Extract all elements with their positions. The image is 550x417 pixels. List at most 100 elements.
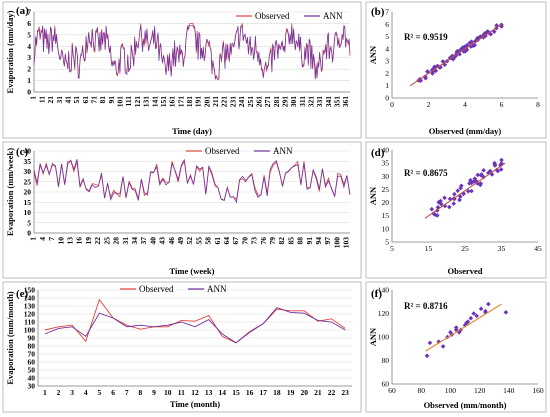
scatter-point xyxy=(442,195,447,201)
x-tick-label: 52 xyxy=(185,237,194,245)
y-tick-label: 20 xyxy=(24,188,32,197)
x-tick-label: 22 xyxy=(328,388,336,397)
scatter-point xyxy=(478,306,484,312)
x-tick-label: 241 xyxy=(237,96,246,108)
x-tick-label: 101 xyxy=(116,96,125,108)
scatter-point xyxy=(478,182,483,188)
x-tick-label: 5 xyxy=(98,388,102,397)
scatter-point xyxy=(432,212,438,217)
x-tick-label: 55 xyxy=(194,237,203,245)
x-tick-label: 281 xyxy=(272,96,281,108)
x-tick-label: 61 xyxy=(213,237,222,245)
scatter-point xyxy=(457,197,462,203)
x-axis-title: Time (month) xyxy=(170,399,220,409)
x-tick-label: 11 xyxy=(178,388,185,397)
x-tick-label: 41 xyxy=(63,96,72,104)
x-tick-label: 191 xyxy=(194,96,203,108)
x-tick-label: 19 xyxy=(287,388,295,397)
x-tick-label: 23 xyxy=(341,388,349,397)
scatter-point xyxy=(481,167,486,173)
x-tick-label: 46 xyxy=(167,237,176,245)
scatter-point xyxy=(451,201,456,206)
x-tick-label: 1 xyxy=(29,237,38,241)
x-tick-label: 21 xyxy=(46,96,55,104)
x-tick-label: 80 xyxy=(417,386,425,395)
y-tick-label: 7 xyxy=(385,8,389,17)
panel-label: (d) xyxy=(371,147,385,159)
scatter-point xyxy=(467,181,472,186)
scatter-point xyxy=(489,172,495,177)
x-tick-label: 7 xyxy=(47,237,56,241)
x-tick-label: 141 xyxy=(150,96,159,108)
x-tick-label: 100 xyxy=(445,386,457,395)
scatter-point xyxy=(452,196,457,202)
y-tick-label: 60 xyxy=(28,358,36,367)
x-tick-label: 103 xyxy=(342,237,351,249)
scatter-point xyxy=(467,40,473,46)
y-tick-label: 0 xyxy=(27,88,31,97)
x-tick-label: 201 xyxy=(202,96,211,108)
x-tick-label: 28 xyxy=(112,237,121,245)
x-tick-label: 10 xyxy=(56,237,65,245)
scatter-point xyxy=(499,161,504,166)
x-tick-label: 120 xyxy=(474,386,486,395)
y-tick-label: 130 xyxy=(24,302,36,311)
x-tick-label: 301 xyxy=(289,96,298,108)
y-tick-label: 1 xyxy=(385,81,389,90)
x-tick-label: 81 xyxy=(98,96,107,104)
x-tick-label: 64 xyxy=(222,237,231,245)
y-tick-label: 150 xyxy=(24,286,36,295)
y-tick-label: 30 xyxy=(382,172,390,181)
scatter-point xyxy=(475,172,481,178)
panel-b: 0 1 2 3 4 5 6 7 0 2 4 6 8 R² = 0.9519 Observed (mm/day… xyxy=(365,1,547,139)
y-axis-title: ANN xyxy=(368,327,378,346)
x-tick-label: 100 xyxy=(332,237,341,249)
x-tick-label: 4 xyxy=(84,388,88,397)
x-tick-label: 10 xyxy=(164,388,172,397)
panel-frame xyxy=(365,1,547,139)
y-tick-label: 140 xyxy=(378,286,390,295)
scatter-point xyxy=(438,198,443,204)
panel-frame xyxy=(365,141,547,279)
scatter-point xyxy=(440,344,446,349)
scatter-point xyxy=(424,353,430,359)
x-tick-label: 2 xyxy=(57,388,61,397)
y-tick-label: 100 xyxy=(24,326,36,335)
x-tick-label: 211 xyxy=(211,96,220,107)
panel-label: (c) xyxy=(16,146,29,158)
scatter-point xyxy=(438,64,443,70)
x-tick-label: 18 xyxy=(273,388,281,397)
scatter-point xyxy=(498,162,503,168)
scatter-point xyxy=(503,310,509,315)
x-tick-label: 13 xyxy=(66,237,75,245)
legend-label-ann: ANN xyxy=(323,11,343,21)
x-axis-title: Observed (mm/month) xyxy=(424,400,507,410)
x-tick-label: 351 xyxy=(333,96,342,108)
trendline xyxy=(409,23,502,87)
scatter-point xyxy=(449,53,455,59)
scatter-point xyxy=(486,301,491,307)
scatter-point xyxy=(465,188,471,194)
x-tick-label: 61 xyxy=(81,96,90,104)
y-tick-label: 2 xyxy=(385,69,389,78)
x-tick-label: 15 xyxy=(232,388,240,397)
x-tick-label: 51 xyxy=(72,96,81,104)
x-tick-label: 361 xyxy=(341,96,350,108)
scatter-point xyxy=(469,188,474,194)
scatter-point xyxy=(448,330,453,335)
scatter-point xyxy=(422,74,428,79)
y-tick-label: 140 xyxy=(24,294,36,303)
x-tick-label: 88 xyxy=(296,237,305,245)
y-axis-title: ANN xyxy=(368,186,378,205)
scatter-point xyxy=(447,204,452,210)
x-tick-label: 13 xyxy=(205,388,213,397)
panel-label: (f) xyxy=(371,288,382,300)
y-tick-label: 70 xyxy=(28,350,36,359)
trendline xyxy=(425,303,502,352)
x-tick-label: 14 xyxy=(219,388,227,397)
scatter-point xyxy=(459,183,464,189)
scatter-point xyxy=(450,56,456,62)
y-tick-label: 5 xyxy=(385,238,389,247)
x-tick-label: 8 xyxy=(536,100,540,109)
